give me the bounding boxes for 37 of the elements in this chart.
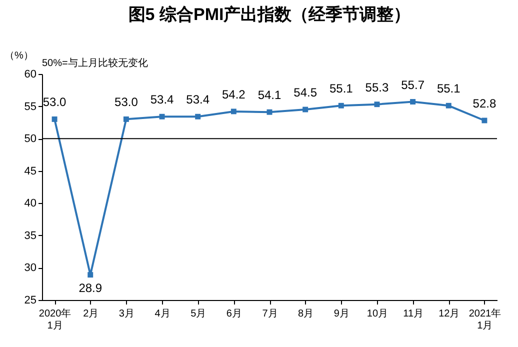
data-label: 54.1 [258,88,282,102]
y-tick-label: 55 [24,100,36,113]
data-label: 53.4 [150,92,174,107]
x-tick-label: 10月 [366,308,388,320]
data-label: 53.4 [186,92,210,107]
y-tick-label: 45 [24,165,36,178]
data-label: 55.7 [401,78,425,92]
chart-title: 图5 综合PMI产出指数（经季节调整） [128,5,411,24]
y-tick-label: 35 [24,230,36,242]
x-tick-label: 7月 [262,308,278,320]
data-label: 28.9 [78,280,102,295]
x-tick-label: 5月 [190,308,206,320]
x-tick-label: 2021年 1月 [468,308,502,332]
data-label: 55.3 [365,80,389,94]
x-tick-label: 4月 [154,308,170,320]
y-axis-title: （%） [4,50,34,62]
x-tick-label: 11月 [403,308,424,320]
x-tick-label: 9月 [334,308,350,320]
data-label: 55.1 [329,82,354,96]
data-label: 52.8 [472,96,496,110]
data-label: 54.2 [222,87,246,102]
x-tick-label: 8月 [298,308,314,320]
y-tick-label: 60 [24,68,36,80]
text: 50%=与上月比较无变化 [42,57,148,69]
data-label: 53.0 [114,95,138,110]
y-tick-label: 50 [24,133,36,146]
y-tick-label: 40 [24,198,36,210]
data-label: 55.1 [436,82,461,96]
data-label: 53.0 [42,95,67,110]
x-tick-label: 2020年 1月 [38,308,72,332]
x-tick-label: 3月 [118,308,134,320]
x-tick-label: 2月 [83,308,99,320]
y-tick-label: 25 [24,294,36,306]
data-label: 54.5 [294,86,318,100]
y-tick-label: 30 [24,262,36,274]
x-tick-label: 6月 [226,308,242,320]
x-tick-label: 12月 [438,308,460,320]
